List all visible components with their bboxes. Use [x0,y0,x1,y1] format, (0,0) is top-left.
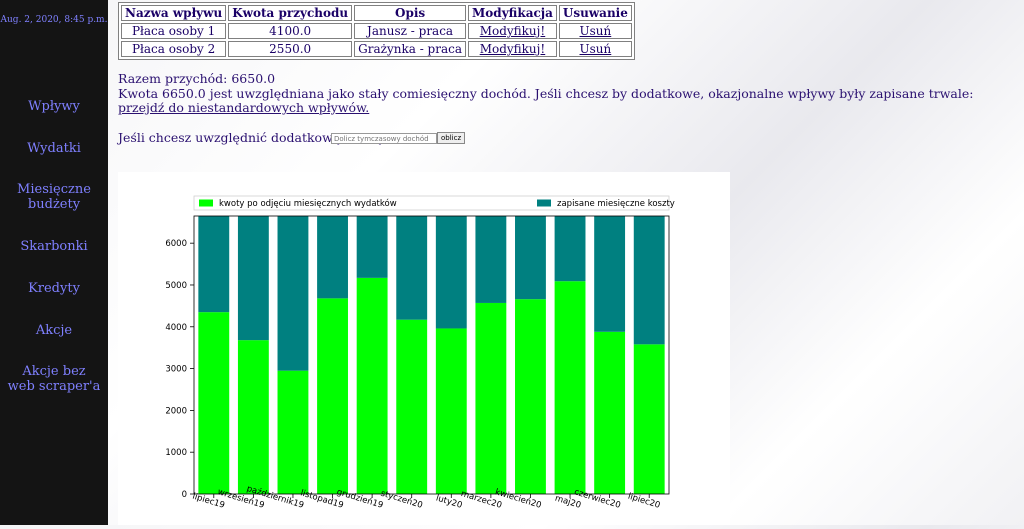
bar-remaining [198,312,230,494]
budget-bar-chart: lipiec19wrzesień19październik19listopad1… [165,195,675,511]
legend-swatch-remaining [199,199,213,207]
bar-remaining [277,370,309,494]
column-header-name: Nazwa wpływu [121,5,227,21]
cell-modify: Modyfikuj! [468,23,557,39]
bar-costs [594,216,626,332]
y-tick-label: 4000 [165,323,187,333]
column-header-description: Opis [354,5,467,21]
bar-remaining [237,340,269,494]
bar-costs [435,216,467,329]
cell-name: Płaca osoby 1 [121,23,227,39]
x-tick-label: luty20 [435,493,464,510]
sidebar: Aug. 2, 2020, 8:45 p.m. Wpływy Wydatki M… [0,0,108,525]
cell-description: Janusz - praca [354,23,467,39]
nav-label-line2: budżety [27,197,81,212]
datetime: Aug. 2, 2020, 8:45 p.m. [0,15,108,25]
income-table: Nazwa wpływu Kwota przychodu Opis Modyfi… [118,2,635,60]
column-header-amount: Kwota przychodu [228,5,353,21]
nav-label: Wpływy [28,99,80,114]
cell-amount: 4100.0 [228,23,353,39]
bar-costs [277,216,309,371]
nav-item-akcje-bez-web-scrapera[interactable]: Akcje bez web scraper'a [0,364,108,394]
nav-item-wydatki[interactable]: Wydatki [0,141,108,156]
nav-item-miesieczne-budzety[interactable]: Miesięczne budżety [0,182,108,212]
y-tick-label: 1000 [165,448,187,458]
bar-remaining [396,319,428,494]
bar-remaining [515,299,546,494]
chart-panel: lipiec19 wrzesień19 październik19 listopad1… [118,172,730,525]
nav-label: Akcje [35,323,73,338]
extra-income-input[interactable] [331,133,437,144]
cell-name: Płaca osoby 2 [121,41,227,57]
bar-costs [475,216,507,303]
main-content: Nazwa wpływu Kwota przychodu Opis Modyfi… [118,0,1024,525]
table-row: Płaca osoby 2 2550.0 Grażynka - praca Mo… [121,41,632,57]
bar-costs [554,216,586,282]
bar-remaining [594,331,626,494]
legend-swatch-costs [537,199,551,207]
bar-remaining [475,302,507,494]
cell-delete: Usuń [558,23,632,39]
nav-label: Kredyty [28,281,80,296]
cell-modify: Modyfikuj! [468,41,557,57]
income-info-text: Kwota 6650.0 jest uwzględniana jako stał… [118,86,974,101]
bar-costs [633,216,665,345]
total-income-text: Razem przychód: 6650.0 [118,71,276,86]
nav-item-skarbonki[interactable]: Skarbonki [0,239,108,254]
cell-amount: 2550.0 [228,41,353,57]
nav-label: Wydatki [27,141,81,156]
nav-item-kredyty[interactable]: Kredyty [0,281,108,296]
cell-description: Grażynka - praca [354,41,467,57]
custom-income-link[interactable]: przejdź do niestandardowych wpływów. [118,100,370,115]
bar-costs [198,216,230,313]
nav-label: Skarbonki [20,239,88,254]
legend-label-costs: zapisane miesięczne koszty [557,199,675,209]
plot-frame [193,215,670,495]
delete-link[interactable]: Usuń [579,24,612,38]
y-tick-label: 3000 [165,365,187,375]
column-header-modify: Modyfikacja [468,5,557,21]
column-header-delete: Usuwanie [558,5,632,21]
table-row: Płaca osoby 1 4100.0 Janusz - praca Mody… [121,23,632,39]
nav-item-akcje[interactable]: Akcje [0,323,108,338]
bar-costs [317,216,348,299]
bar-costs [515,216,546,300]
calculate-button[interactable]: oblicz [437,132,466,144]
nav-label-line2: web scraper'a [7,379,101,394]
bar-remaining [554,281,586,494]
table-header-row: Nazwa wpływu Kwota przychodu Opis Modyfi… [121,5,632,21]
legend-label-remaining: kwoty po odjęciu miesięcznych wydatków [219,198,397,209]
x-tick-label: lipiec20 [627,492,662,511]
bar-costs [237,216,269,341]
y-tick-label: 2000 [165,406,187,416]
modify-link[interactable]: Modyfikuj! [479,42,546,56]
bar-remaining [356,277,388,494]
y-tick-label: 6000 [165,239,187,249]
bar-costs [396,216,428,320]
y-tick-label: 0 [182,490,187,500]
bar-remaining [633,344,665,494]
bar-remaining [317,298,348,494]
delete-link[interactable]: Usuń [579,42,612,56]
bar-costs [356,216,388,278]
nav-item-wplywy[interactable]: Wpływy [0,99,108,114]
nav-label-line1: Akcje bez [22,364,86,379]
y-tick-label: 5000 [165,281,187,291]
nav-label-line1: Miesięczne [17,182,91,197]
bar-remaining [435,328,467,494]
extra-amount-label: Jeśli chcesz uwzględnić dodatkową kwotę: [118,130,387,145]
cell-delete: Usuń [558,41,632,57]
modify-link[interactable]: Modyfikuj! [479,24,546,38]
